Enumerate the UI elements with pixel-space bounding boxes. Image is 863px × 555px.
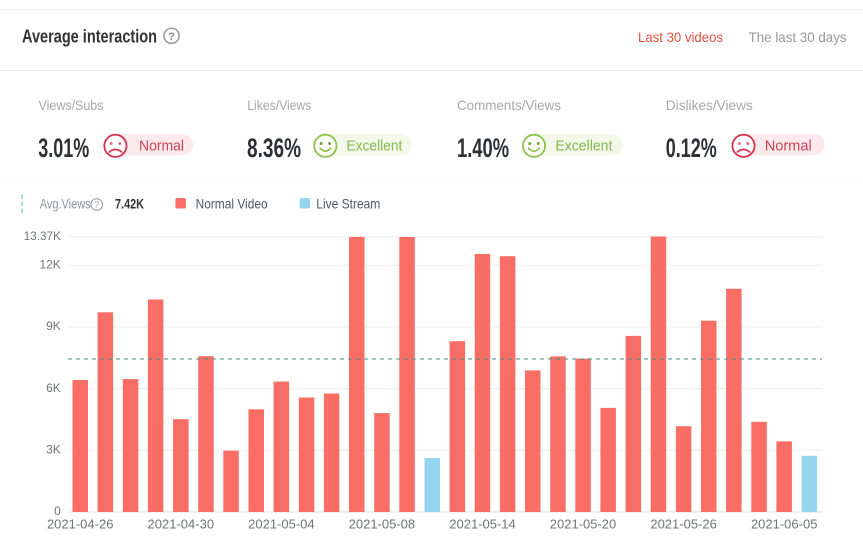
svg-text:2021-05-04: 2021-05-04 (248, 517, 315, 532)
svg-text:2021-05-20: 2021-05-20 (550, 517, 617, 532)
svg-text:Comments/Views: Comments/Views (457, 97, 561, 113)
svg-text:Normal Video: Normal Video (196, 196, 268, 212)
svg-text:Excellent: Excellent (555, 138, 613, 155)
svg-text:2021-05-26: 2021-05-26 (650, 517, 717, 532)
svg-text:Dislikes/Views: Dislikes/Views (666, 97, 753, 113)
svg-text:Live Stream: Live Stream (316, 196, 380, 212)
svg-text:3.01%: 3.01% (38, 133, 89, 163)
svg-text:Last 30 videos: Last 30 videos (638, 29, 723, 45)
svg-text:8.36%: 8.36% (247, 133, 301, 163)
svg-text:0.12%: 0.12% (666, 133, 717, 163)
svg-text:Likes/Views: Likes/Views (247, 97, 311, 113)
svg-text:2021-04-26: 2021-04-26 (47, 517, 114, 532)
svg-text:1.40%: 1.40% (457, 133, 509, 163)
svg-text:?: ? (168, 31, 175, 43)
svg-text:Normal: Normal (139, 138, 184, 155)
svg-text:2021-05-14: 2021-05-14 (449, 517, 516, 532)
svg-text:Avg.Views: Avg.Views (40, 196, 91, 212)
svg-text:2021-04-30: 2021-04-30 (148, 517, 215, 532)
svg-text:2021-06-05: 2021-06-05 (751, 517, 818, 532)
svg-text:0: 0 (54, 504, 61, 518)
svg-text:6K: 6K (46, 381, 61, 395)
svg-text:Excellent: Excellent (346, 138, 403, 155)
svg-text:3K: 3K (46, 443, 61, 457)
svg-text:The last 30 days: The last 30 days (749, 29, 847, 45)
svg-text:7.42K: 7.42K (115, 196, 144, 212)
svg-text:2021-05-08: 2021-05-08 (349, 517, 416, 532)
svg-text:12K: 12K (39, 257, 60, 271)
svg-text:13.37K: 13.37K (24, 229, 61, 243)
svg-text:9K: 9K (46, 319, 61, 333)
svg-text:Views/Subs: Views/Subs (39, 97, 104, 113)
svg-text:Normal: Normal (765, 138, 812, 155)
svg-text:Average interaction: Average interaction (22, 27, 157, 47)
svg-text:?: ? (94, 200, 99, 210)
